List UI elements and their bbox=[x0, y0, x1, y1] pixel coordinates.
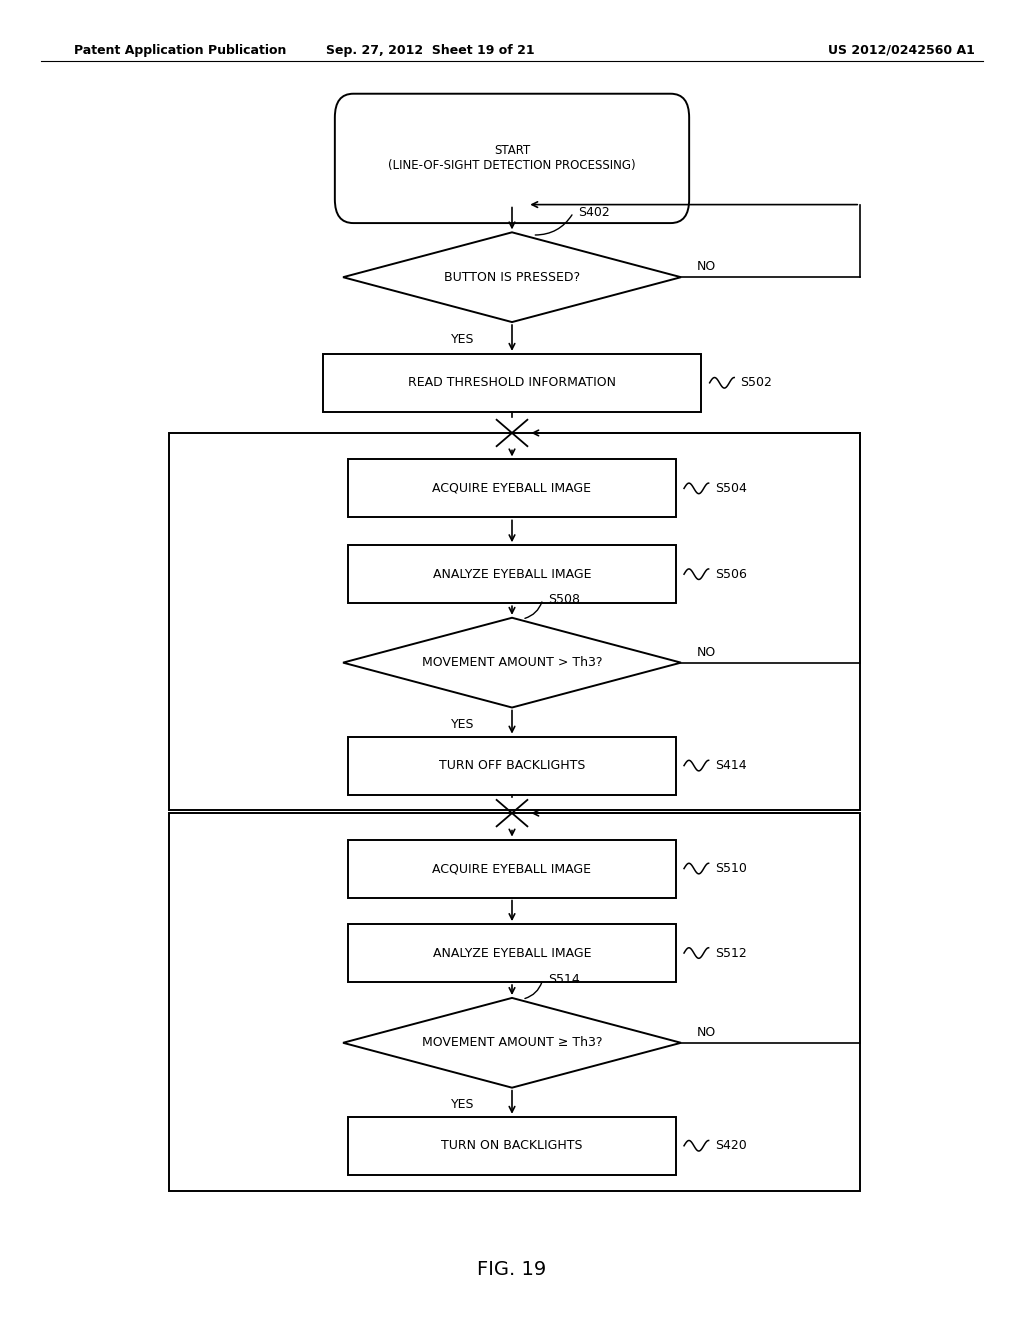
Text: ACQUIRE EYEBALL IMAGE: ACQUIRE EYEBALL IMAGE bbox=[432, 482, 592, 495]
Text: NO: NO bbox=[696, 1026, 716, 1039]
Text: ACQUIRE EYEBALL IMAGE: ACQUIRE EYEBALL IMAGE bbox=[432, 862, 592, 875]
Text: START
(LINE-OF-SIGHT DETECTION PROCESSING): START (LINE-OF-SIGHT DETECTION PROCESSIN… bbox=[388, 144, 636, 173]
Text: TURN OFF BACKLIGHTS: TURN OFF BACKLIGHTS bbox=[439, 759, 585, 772]
Text: Patent Application Publication: Patent Application Publication bbox=[74, 44, 286, 57]
FancyBboxPatch shape bbox=[335, 94, 689, 223]
Text: S510: S510 bbox=[715, 862, 746, 875]
Text: YES: YES bbox=[451, 718, 474, 731]
Bar bbox=[348, 545, 676, 603]
Text: S512: S512 bbox=[715, 946, 746, 960]
Bar bbox=[348, 1117, 676, 1175]
Bar bbox=[348, 459, 676, 517]
Text: S420: S420 bbox=[715, 1139, 746, 1152]
Text: YES: YES bbox=[451, 1098, 474, 1111]
Text: ANALYZE EYEBALL IMAGE: ANALYZE EYEBALL IMAGE bbox=[433, 568, 591, 581]
Text: S506: S506 bbox=[715, 568, 746, 581]
Polygon shape bbox=[343, 618, 681, 708]
Bar bbox=[348, 924, 676, 982]
Polygon shape bbox=[343, 998, 681, 1088]
Text: READ THRESHOLD INFORMATION: READ THRESHOLD INFORMATION bbox=[408, 376, 616, 389]
Text: S502: S502 bbox=[740, 376, 772, 389]
Text: S504: S504 bbox=[715, 482, 746, 495]
Text: US 2012/0242560 A1: US 2012/0242560 A1 bbox=[827, 44, 975, 57]
Text: YES: YES bbox=[451, 333, 474, 346]
Text: NO: NO bbox=[696, 260, 716, 273]
Bar bbox=[169, 813, 860, 1191]
Polygon shape bbox=[343, 232, 681, 322]
Text: S402: S402 bbox=[579, 206, 610, 219]
Text: S508: S508 bbox=[548, 593, 580, 606]
Text: TURN ON BACKLIGHTS: TURN ON BACKLIGHTS bbox=[441, 1139, 583, 1152]
Text: FIG. 19: FIG. 19 bbox=[477, 1261, 547, 1279]
Bar bbox=[348, 737, 676, 795]
Text: ANALYZE EYEBALL IMAGE: ANALYZE EYEBALL IMAGE bbox=[433, 946, 591, 960]
Text: NO: NO bbox=[696, 645, 716, 659]
Text: MOVEMENT AMOUNT ≥ Th3?: MOVEMENT AMOUNT ≥ Th3? bbox=[422, 1036, 602, 1049]
Bar bbox=[169, 433, 860, 810]
Text: S414: S414 bbox=[715, 759, 746, 772]
Text: Sep. 27, 2012  Sheet 19 of 21: Sep. 27, 2012 Sheet 19 of 21 bbox=[326, 44, 535, 57]
Text: MOVEMENT AMOUNT > Th3?: MOVEMENT AMOUNT > Th3? bbox=[422, 656, 602, 669]
Text: S514: S514 bbox=[548, 973, 580, 986]
Bar bbox=[348, 840, 676, 898]
Bar bbox=[323, 354, 701, 412]
Text: BUTTON IS PRESSED?: BUTTON IS PRESSED? bbox=[444, 271, 580, 284]
